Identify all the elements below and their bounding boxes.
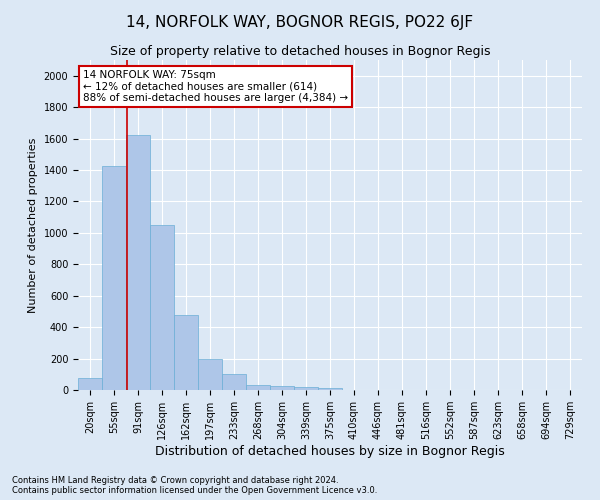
Bar [246,384,270,390]
Text: Contains HM Land Registry data © Crown copyright and database right 2024.
Contai: Contains HM Land Registry data © Crown c… [12,476,377,495]
Bar [174,316,198,390]
Bar [198,358,222,390]
Bar [294,387,318,390]
Text: Size of property relative to detached houses in Bognor Regis: Size of property relative to detached ho… [110,45,490,58]
Text: 14 NORFOLK WAY: 75sqm
← 12% of detached houses are smaller (614)
88% of semi-det: 14 NORFOLK WAY: 75sqm ← 12% of detached … [83,70,348,103]
Bar [318,388,342,390]
Y-axis label: Number of detached properties: Number of detached properties [28,138,38,312]
Bar [78,378,102,390]
Bar [126,134,150,390]
Bar [102,166,126,390]
Bar [222,374,246,390]
X-axis label: Distribution of detached houses by size in Bognor Regis: Distribution of detached houses by size … [155,445,505,458]
Bar [150,225,174,390]
Text: 14, NORFOLK WAY, BOGNOR REGIS, PO22 6JF: 14, NORFOLK WAY, BOGNOR REGIS, PO22 6JF [127,15,473,30]
Bar [270,386,294,390]
